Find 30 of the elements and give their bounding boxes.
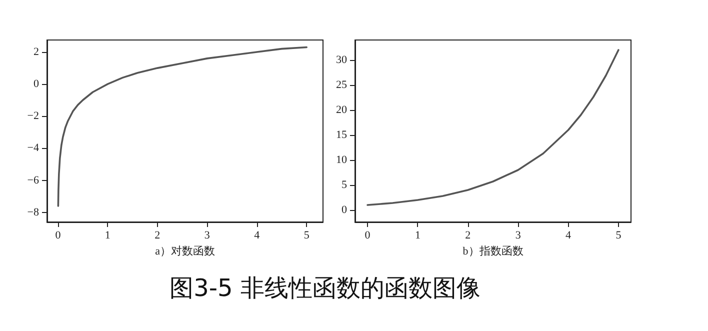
x-tick-label: 2 [154,230,160,242]
y-tick-label: −6 [27,174,40,186]
y-tick-label: 10 [336,154,348,166]
y-tick-label: −8 [27,206,40,218]
x-tick-label: 1 [104,230,110,242]
line-series [366,49,620,206]
x-tick-label: 0 [364,230,371,242]
y-tick-label: −2 [27,110,39,122]
x-tick-label: 5 [304,230,310,242]
y-tick-label: 5 [342,179,348,191]
x-axis-title: b）指数函数 [462,245,524,258]
y-tick-label: 30 [336,54,348,66]
y-tick-label: 0 [34,78,40,90]
x-tick-label: 3 [515,230,522,242]
x-tick-label: 5 [616,230,622,242]
x-tick-label: 3 [204,230,210,242]
y-tick-label: 25 [336,79,348,91]
x-tick-label: 1 [414,230,420,242]
y-tick-label: 15 [336,129,348,141]
x-tick-label: 0 [55,230,62,242]
x-tick-label: 4 [254,230,260,242]
y-tick-label: 0 [342,204,348,216]
y-tick-label: −4 [27,142,40,154]
line-series [57,46,308,207]
x-tick-label: 2 [465,230,471,242]
y-tick-label: 2 [34,46,39,58]
caption: 图3-5 非线性函数的函数图像 [168,273,482,304]
y-tick-label: 20 [336,104,348,116]
x-axis-title: a）对数函数 [155,244,215,258]
x-tick-label: 4 [566,230,572,242]
